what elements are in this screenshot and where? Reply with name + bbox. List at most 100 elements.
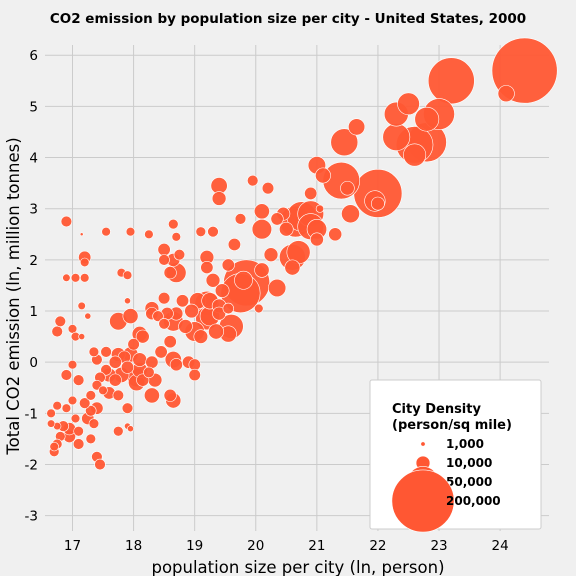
data-point <box>72 374 85 386</box>
data-point <box>234 270 253 290</box>
data-point <box>112 389 124 402</box>
data-point <box>403 143 427 167</box>
data-point <box>122 308 139 325</box>
legend-label: 1,000 <box>446 437 484 451</box>
data-point <box>341 204 360 224</box>
y-tick-labels: -3 -2 -1 0 1 2 3 4 5 6 <box>25 48 38 524</box>
data-point <box>144 229 154 240</box>
data-point <box>315 167 331 184</box>
data-point <box>211 191 227 206</box>
data-point <box>175 294 190 308</box>
data-point <box>279 221 294 237</box>
data-point <box>270 212 284 226</box>
x-tick-labels: 17 18 19 20 21 22 23 24 <box>64 538 509 554</box>
legend: City Density (person/sq mile) 1,000 10,00… <box>369 379 542 533</box>
x-tick-label: 20 <box>247 538 264 554</box>
y-tick-label: -1 <box>25 406 38 422</box>
legend-marker <box>420 441 426 447</box>
y-tick-label: 4 <box>29 151 38 167</box>
data-point <box>154 345 168 359</box>
legend-label: 200,000 <box>446 494 501 508</box>
legend-label: 10,000 <box>446 456 492 470</box>
data-point <box>88 418 100 429</box>
data-point <box>145 355 159 369</box>
y-tick-label: 6 <box>29 48 38 64</box>
data-point <box>70 413 81 424</box>
data-point <box>188 358 201 371</box>
data-point <box>127 425 134 433</box>
data-point <box>207 226 219 238</box>
x-tick-label: 18 <box>125 538 142 554</box>
data-point <box>61 403 72 413</box>
data-point <box>370 196 385 211</box>
data-point <box>234 213 247 225</box>
data-point <box>72 438 85 450</box>
data-point <box>268 278 287 298</box>
data-point <box>284 259 301 276</box>
data-point <box>100 364 112 376</box>
y-tick-label: 0 <box>29 355 38 371</box>
legend-label: 50,000 <box>446 475 492 489</box>
data-point <box>173 249 186 261</box>
data-point <box>46 419 56 428</box>
data-point <box>94 458 106 471</box>
data-point <box>188 368 201 382</box>
data-point <box>222 302 234 315</box>
data-point <box>122 270 133 280</box>
data-point <box>127 338 140 351</box>
data-point <box>195 226 207 237</box>
data-point <box>221 258 235 272</box>
data-point <box>70 273 81 283</box>
data-point <box>79 273 90 283</box>
data-point <box>163 335 177 349</box>
data-point <box>247 174 259 187</box>
data-point <box>98 385 108 395</box>
data-point <box>193 329 209 344</box>
data-point <box>78 333 86 341</box>
data-point <box>52 401 62 411</box>
data-point <box>205 273 221 288</box>
data-point <box>125 227 136 237</box>
data-point <box>108 355 122 369</box>
data-point <box>85 390 97 401</box>
data-point <box>84 312 92 320</box>
data-point <box>132 352 147 367</box>
data-point <box>253 203 270 220</box>
data-point <box>169 358 183 372</box>
data-point <box>208 323 225 340</box>
data-point <box>67 360 78 370</box>
data-points <box>46 37 558 471</box>
data-point <box>397 92 420 116</box>
data-point <box>143 387 160 404</box>
data-point <box>88 346 100 358</box>
data-point <box>497 85 515 103</box>
legend-marker <box>391 469 455 533</box>
data-point <box>54 315 66 327</box>
data-point <box>171 232 182 242</box>
data-point <box>168 218 179 230</box>
data-point <box>427 57 475 105</box>
y-axis-label: Total CO2 emission (ln, million tonnes) <box>4 137 23 455</box>
data-point <box>330 128 359 157</box>
data-point <box>178 319 193 334</box>
y-tick-label: 2 <box>29 253 38 269</box>
data-point <box>214 283 230 298</box>
data-point <box>143 366 155 379</box>
data-point <box>251 219 273 240</box>
data-point <box>382 123 411 151</box>
data-point <box>348 118 366 136</box>
x-tick-label: 22 <box>369 538 386 554</box>
data-point <box>51 325 63 338</box>
x-tick-label: 17 <box>64 538 81 554</box>
data-point <box>62 273 71 282</box>
data-point <box>79 397 91 409</box>
data-point <box>163 266 177 280</box>
chart-title: CO2 emission by population size per city… <box>50 11 526 27</box>
data-point <box>120 360 135 374</box>
data-point <box>157 243 171 257</box>
data-point <box>263 247 279 262</box>
data-point <box>261 182 275 195</box>
x-tick-label: 19 <box>186 538 203 554</box>
